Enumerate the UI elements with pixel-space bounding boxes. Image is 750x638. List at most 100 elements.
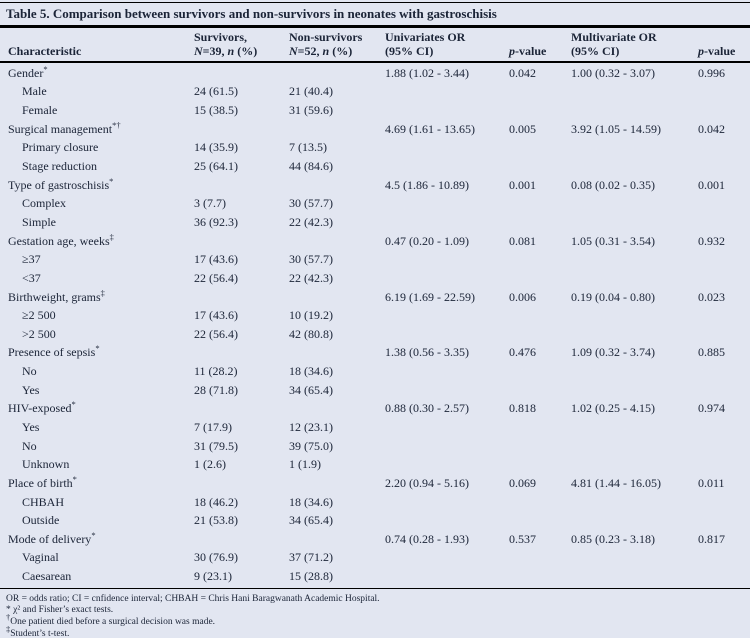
table-header: Characteristic Survivors, N=39, n (%) Non-s…: [0, 28, 750, 61]
cell-non-survivors: 1 (1.9): [289, 457, 321, 472]
column-header-2: Non-survivors N=52, n (%): [289, 30, 363, 58]
cell-uni-or: 6.19 (1.69 - 22.59): [385, 289, 475, 304]
table-row-group: Surgical management*† 4.69 (1.61 - 13.65)…: [8, 120, 742, 139]
cell-characteristic: Gender*: [8, 63, 48, 80]
cell-uni-p: 0.537: [509, 531, 536, 546]
footnote-marker: *: [71, 399, 76, 410]
cell-survivors: 9 (23.1): [194, 569, 232, 584]
cell-non-survivors: 34 (65.4): [289, 382, 333, 397]
cell-multi-or: 4.81 (1.44 - 16.05): [571, 475, 661, 490]
cell-uni-p: 0.042: [509, 65, 536, 80]
cell-uni-p: 0.005: [509, 121, 536, 136]
cell-characteristic: Primary closure: [22, 140, 99, 155]
cell-non-survivors: 22 (42.3): [289, 270, 333, 285]
cell-uni-or: 1.38 (0.56 - 3.35): [385, 345, 469, 360]
cell-multi-or: 0.19 (0.04 - 0.80): [571, 289, 655, 304]
footnote-divider: [0, 587, 750, 589]
table-row-group: Mode of delivery* 0.74 (0.28 - 1.93) 0.537…: [8, 530, 742, 549]
cell-non-survivors: 7 (13.5): [289, 140, 327, 155]
cell-survivors: 17 (43.6): [194, 252, 238, 267]
cell-survivors: 1 (2.6): [194, 457, 226, 472]
cell-multi-or: 1.09 (0.32 - 3.74): [571, 345, 655, 360]
cell-survivors: 7 (17.9): [194, 419, 232, 434]
footnote: OR = odds ratio; CI = cnfidence interval…: [6, 593, 380, 604]
cell-multi-p: 0.817: [698, 531, 725, 546]
table-row: Yes 28 (71.8) 34 (65.4): [8, 381, 742, 400]
cell-uni-or: 1.88 (1.02 - 3.44): [385, 65, 469, 80]
table-title: Table 5. Comparison between survivors an…: [6, 6, 497, 21]
cell-non-survivors: 39 (75.0): [289, 438, 333, 453]
cell-uni-or: 0.88 (0.30 - 2.57): [385, 401, 469, 416]
cell-characteristic: Male: [22, 84, 47, 99]
cell-uni-p: 0.001: [509, 177, 536, 192]
cell-multi-or: 0.85 (0.23 - 3.18): [571, 531, 655, 546]
table-row: Female 15 (38.5) 31 (59.6): [8, 101, 742, 120]
cell-characteristic: Gestation age, weeks‡: [8, 231, 114, 248]
table-row: Male 24 (61.5) 21 (40.4): [8, 83, 742, 102]
cell-uni-p: 0.476: [509, 345, 536, 360]
cell-multi-p: 0.011: [698, 475, 725, 490]
cell-non-survivors: 15 (28.8): [289, 569, 333, 584]
table-row-group: Place of birth* 2.20 (0.94 - 5.16) 0.069 4.…: [8, 474, 742, 493]
footnote-marker: *†: [112, 119, 121, 130]
cell-characteristic: Stage reduction: [22, 159, 97, 174]
cell-non-survivors: 22 (42.3): [289, 214, 333, 229]
cell-survivors: 14 (35.9): [194, 140, 238, 155]
table-row: Yes 7 (17.9) 12 (23.1): [8, 418, 742, 437]
cell-characteristic: Vaginal: [22, 550, 59, 565]
footnote-marker: *: [91, 529, 96, 540]
table-row-group: Type of gastroschisis* 4.5 (1.86 - 10.89)…: [8, 176, 742, 195]
cell-characteristic: Presence of sepsis*: [8, 343, 100, 360]
cell-characteristic: No: [22, 438, 37, 453]
cell-characteristic: <37: [22, 270, 41, 285]
cell-non-survivors: 30 (57.7): [289, 252, 333, 267]
footnote-marker: ‡: [109, 231, 114, 242]
footnote-marker: *: [43, 63, 48, 74]
cell-non-survivors: 34 (65.4): [289, 513, 333, 528]
table-row: Simple 36 (92.3) 22 (42.3): [8, 213, 742, 232]
cell-survivors: 31 (79.5): [194, 438, 238, 453]
cell-survivors: 11 (28.2): [194, 364, 238, 379]
footnote-marker: *: [95, 343, 100, 354]
cell-characteristic: Type of gastroschisis*: [8, 175, 114, 192]
footnote-marker: *: [109, 175, 114, 186]
cell-uni-p: 0.081: [509, 233, 536, 248]
title-divider: [0, 25, 750, 28]
cell-uni-or: 0.47 (0.20 - 1.09): [385, 233, 469, 248]
cell-characteristic: No: [22, 364, 37, 379]
table-row: ≥37 17 (43.6) 30 (57.7): [8, 250, 742, 269]
cell-non-survivors: 18 (34.6): [289, 364, 333, 379]
cell-uni-p: 0.006: [509, 289, 536, 304]
table-row: Primary closure 14 (35.9) 7 (13.5): [8, 139, 742, 158]
table-body: Gender* 1.88 (1.02 - 3.44) 0.042 1.00 (0.32…: [0, 63, 750, 586]
cell-multi-p: 0.974: [698, 401, 725, 416]
cell-survivors: 15 (38.5): [194, 103, 238, 118]
table-row: Vaginal 30 (76.9) 37 (71.2): [8, 549, 742, 568]
table-row: Complex 3 (7.7) 30 (57.7): [8, 194, 742, 213]
cell-multi-or: 0.08 (0.02 - 0.35): [571, 177, 655, 192]
cell-uni-or: 4.5 (1.86 - 10.89): [385, 177, 469, 192]
cell-survivors: 3 (7.7): [194, 196, 226, 211]
cell-non-survivors: 30 (57.7): [289, 196, 333, 211]
footnote-marker: *: [6, 605, 14, 616]
cell-characteristic: Female: [22, 103, 58, 118]
cell-characteristic: Birthweight, grams‡: [8, 287, 105, 304]
cell-multi-p: 0.001: [698, 177, 725, 192]
table-footnotes: OR = odds ratio; CI = cnfidence interval…: [0, 589, 750, 638]
table-row-group: Birthweight, grams‡ 6.19 (1.69 - 22.59) 0.…: [8, 288, 742, 307]
cell-uni-or: 4.69 (1.61 - 13.65): [385, 121, 475, 136]
footnote: * χ² and Fisher’s exact tests.: [6, 605, 114, 616]
column-header-0: Characteristic: [8, 43, 82, 58]
column-header-4: p-value: [509, 43, 547, 58]
cell-non-survivors: 37 (71.2): [289, 550, 333, 565]
cell-multi-or: 1.02 (0.25 - 4.15): [571, 401, 655, 416]
cell-characteristic: HIV-exposed*: [8, 399, 76, 416]
table-row: No 31 (79.5) 39 (75.0): [8, 437, 742, 456]
cell-characteristic: Yes: [22, 382, 40, 397]
column-header-1: Survivors, N=39, n (%): [194, 30, 258, 58]
table-row: Outside 21 (53.8) 34 (65.4): [8, 511, 742, 530]
cell-characteristic: Surgical management*†: [8, 119, 121, 136]
table-row: Caesarean 9 (23.1) 15 (28.8): [8, 567, 742, 586]
cell-uni-or: 0.74 (0.28 - 1.93): [385, 531, 469, 546]
